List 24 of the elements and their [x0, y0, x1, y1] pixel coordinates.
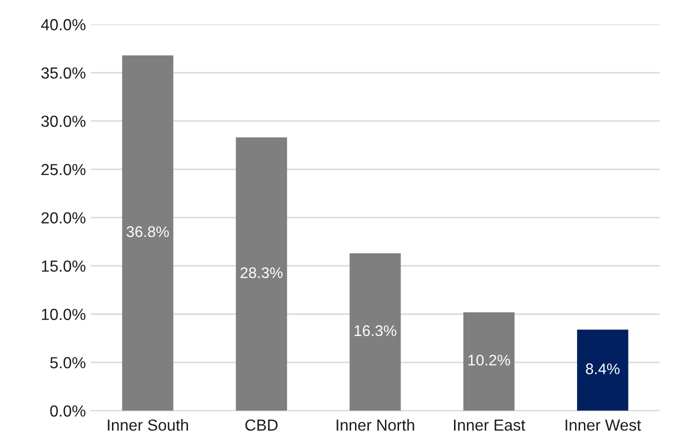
data-label: 8.4% — [586, 363, 620, 374]
y-tick-label: 25.0% — [42, 164, 86, 176]
x-tick-label: Inner North — [336, 419, 414, 431]
bar — [236, 137, 288, 411]
data-label: 36.8% — [126, 226, 169, 238]
bar — [350, 253, 401, 411]
y-tick-label: 35.0% — [41, 67, 86, 79]
data-label: 16.3% — [354, 325, 396, 336]
y-tick-label: 30.0% — [41, 116, 86, 127]
data-label: 10.2% — [468, 354, 510, 366]
x-tick-label: Inner South — [108, 419, 188, 431]
y-tick-label: 5.0% — [50, 357, 86, 368]
y-tick-label: 15.0% — [42, 260, 86, 272]
y-tick-label: 10.0% — [42, 308, 86, 320]
bar — [577, 330, 628, 411]
x-tick-label: CBD — [245, 419, 278, 431]
y-tick-label: 40.0% — [41, 19, 86, 30]
x-tick-label: Inner West — [566, 420, 642, 431]
x-tick-label: Inner East — [454, 420, 526, 431]
bar — [463, 312, 515, 411]
data-label: 28.3% — [240, 267, 283, 278]
y-tick-label: 0.0% — [50, 405, 86, 417]
bar — [122, 55, 174, 411]
y-tick-label: 20.0% — [42, 212, 86, 224]
